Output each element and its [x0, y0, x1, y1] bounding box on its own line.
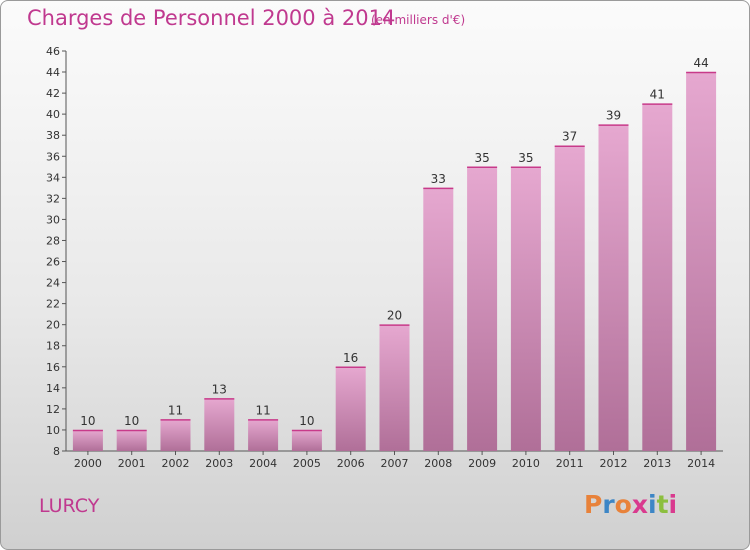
brand-logo: Proxiti — [584, 490, 677, 519]
bar-value-label: 37 — [562, 130, 577, 144]
x-tick-label: 2006 — [337, 457, 365, 470]
bar — [642, 103, 673, 451]
x-tick-label: 2007 — [381, 457, 409, 470]
y-tick-label: 42 — [46, 87, 60, 100]
x-tick-label: 2014 — [687, 457, 715, 470]
bar — [686, 72, 717, 451]
y-tick-label: 22 — [46, 298, 60, 311]
y-tick-label: 12 — [46, 403, 60, 416]
x-tick-label: 2003 — [205, 457, 233, 470]
bar — [291, 429, 322, 451]
x-tick-label: 2004 — [249, 457, 277, 470]
y-tick-label: 8 — [53, 445, 60, 458]
y-tick-label: 28 — [46, 234, 60, 247]
y-tick-label: 18 — [46, 340, 60, 353]
bar-value-label: 11 — [255, 403, 270, 417]
x-tick-label: 2010 — [512, 457, 540, 470]
bar-value-label: 16 — [343, 351, 358, 365]
bar-value-label: 11 — [168, 403, 183, 417]
y-axis: 8 10 12 14 16 18 20 22 24 26 28 30 32 34 36 38 40 42 44 46 — [46, 45, 67, 458]
brand-logo-letter: r — [602, 490, 615, 519]
x-tick-label: 2011 — [556, 457, 584, 470]
bar — [116, 429, 147, 451]
brand-logo-letter: i — [668, 490, 678, 519]
y-tick-label: 20 — [46, 319, 60, 332]
y-tick-label: 46 — [46, 45, 60, 58]
x-tick-label: 2009 — [468, 457, 496, 470]
y-tick-label: 10 — [46, 424, 60, 437]
y-tick-label: 14 — [46, 382, 60, 395]
y-tick-label: 32 — [46, 192, 60, 205]
bar-value-label: 10 — [80, 414, 95, 428]
bar — [335, 366, 366, 451]
y-tick-label: 24 — [46, 277, 60, 290]
brand-logo-letter: x — [631, 490, 648, 519]
x-tick-label: 2013 — [643, 457, 671, 470]
bar — [379, 324, 410, 451]
y-tick-label: 26 — [46, 256, 60, 269]
bar — [423, 187, 454, 451]
y-tick-label: 40 — [46, 108, 60, 121]
y-tick-label: 16 — [46, 361, 60, 374]
brand-logo-letter: P — [584, 490, 603, 519]
bar-value-label: 13 — [212, 382, 227, 396]
brand-logo-letter: t — [656, 490, 669, 519]
x-tick-label: 2001 — [118, 457, 146, 470]
x-tick-label: 2012 — [600, 457, 628, 470]
x-tick-label: 2000 — [74, 457, 102, 470]
x-tick-label: 2005 — [293, 457, 321, 470]
bar-value-label: 10 — [299, 414, 314, 428]
x-axis: 2000 2001 2002 2003 2004 2005 2006 2007 2008 2009… — [66, 450, 723, 470]
bar-value-label: 39 — [606, 109, 621, 123]
brand-logo-letter: o — [614, 490, 632, 519]
y-tick-label: 34 — [46, 171, 60, 184]
bar-value-label: 10 — [124, 414, 139, 428]
x-tick-label: 2002 — [162, 457, 190, 470]
bar — [204, 398, 235, 451]
bar — [598, 124, 629, 452]
bar-value-label: 44 — [693, 56, 708, 70]
bars: 10 10 11 13 11 10 16 20 33 35 35 37 39 41 44 — [72, 56, 717, 452]
bar — [510, 166, 541, 451]
y-tick-label: 36 — [46, 150, 60, 163]
y-tick-label: 30 — [46, 213, 60, 226]
brand-logo-letter: i — [648, 490, 657, 519]
chart-unit: (en milliers d'€) — [371, 13, 466, 27]
bar-value-label: 20 — [387, 309, 402, 323]
y-tick-label: 38 — [46, 129, 60, 142]
commune-name: LURCY — [39, 495, 100, 517]
bar — [72, 429, 103, 451]
bar — [160, 419, 191, 451]
bar-value-label: 35 — [518, 151, 533, 165]
x-tick-label: 2008 — [424, 457, 452, 470]
bar-value-label: 35 — [474, 151, 489, 165]
bar-value-label: 41 — [650, 88, 665, 102]
chart-title: Charges de Personnel 2000 à 2014 — [27, 6, 396, 30]
bar — [467, 166, 498, 451]
bar-value-label: 33 — [431, 172, 446, 186]
bar — [554, 145, 585, 451]
y-tick-label: 44 — [46, 66, 60, 79]
bar — [248, 419, 279, 451]
